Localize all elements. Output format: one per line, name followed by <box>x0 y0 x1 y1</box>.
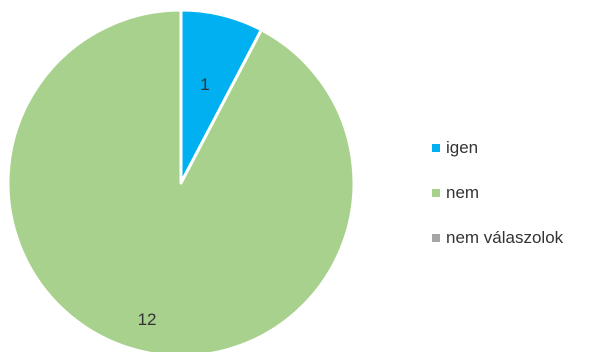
pie-slice-nem <box>6 8 356 352</box>
pie-slices <box>6 8 356 352</box>
legend-item-nem-valaszolok: nem válaszolok <box>432 215 563 260</box>
legend-item-igen: igen <box>432 125 563 170</box>
legend-label-nem-valaszolok: nem válaszolok <box>446 228 564 247</box>
legend-label-igen: igen <box>446 138 479 157</box>
legend-item-nem: nem <box>432 170 563 215</box>
legend-swatch-nem <box>432 188 440 197</box>
data-label-nem: 12 <box>138 310 157 329</box>
legend-swatch-nem-valaszolok <box>432 233 440 242</box>
pie-data-labels: 1 12 <box>138 75 210 329</box>
legend: igen nem nem válaszolok <box>432 125 563 260</box>
data-label-igen: 1 <box>200 75 209 94</box>
legend-label-nem: nem <box>446 183 480 202</box>
legend-swatch-igen <box>432 143 440 152</box>
